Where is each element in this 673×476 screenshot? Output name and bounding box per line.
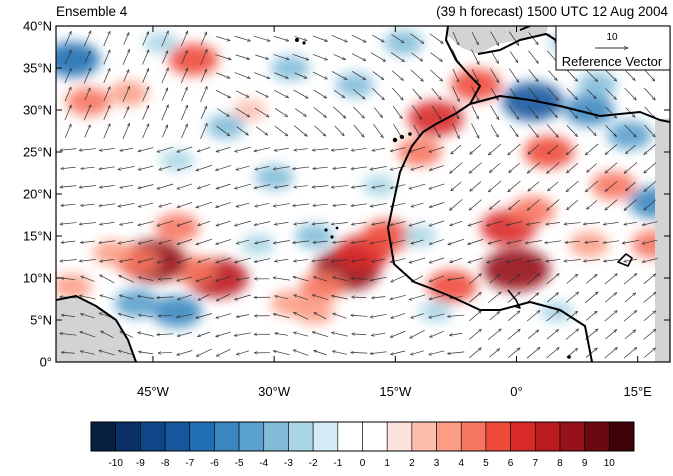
lon-tick-label: 15°W xyxy=(379,384,412,399)
colorbar-label: 0 xyxy=(360,458,366,469)
lat-tick-label: 40°N xyxy=(23,19,52,34)
colorbar-swatch xyxy=(91,422,116,451)
colorbar-swatch xyxy=(486,422,511,451)
positive-anomaly xyxy=(591,171,636,199)
positive-anomaly xyxy=(295,299,334,324)
colorbar-swatch xyxy=(338,422,363,451)
negative-anomaly xyxy=(115,289,160,317)
negative-anomaly xyxy=(362,175,396,196)
island-cape-verde-3 xyxy=(336,227,339,230)
positive-anomaly xyxy=(300,272,345,300)
plot-title-right: (39 h forecast) 1500 UTC 12 Aug 2004 xyxy=(436,4,668,19)
colorbar-swatch xyxy=(560,422,585,451)
negative-anomaly xyxy=(144,32,178,53)
lat-tick-label: 30°N xyxy=(23,103,52,118)
lat-tick-label: 10°N xyxy=(23,271,52,286)
island-canaries-1 xyxy=(393,138,397,142)
positive-anomaly xyxy=(524,136,574,168)
colorbar-label: -1 xyxy=(333,458,342,469)
lon-tick-label: 15°E xyxy=(624,384,653,399)
island-cape-verde-1 xyxy=(324,228,327,231)
positive-anomaly xyxy=(168,44,218,76)
colorbar-label: -3 xyxy=(284,458,293,469)
colorbar-label: 4 xyxy=(458,458,464,469)
colorbar-label: 8 xyxy=(557,458,563,469)
negative-anomaly xyxy=(44,42,100,78)
colorbar-label: -2 xyxy=(309,458,318,469)
colorbar-swatch xyxy=(313,422,338,451)
plot-title-left: Ensemble 4 xyxy=(56,4,128,19)
colorbar-swatch xyxy=(264,422,289,451)
colorbar-label: 1 xyxy=(384,458,390,469)
colorbar-label: -7 xyxy=(185,458,194,469)
colorbar-swatch xyxy=(387,422,412,451)
lon-tick-label: 45°W xyxy=(137,384,170,399)
lat-tick-label: 20°N xyxy=(23,187,52,202)
lon-tick-label: 0° xyxy=(510,384,522,399)
colorbar-swatch xyxy=(140,422,165,451)
lat-tick-label: 5°N xyxy=(30,313,52,328)
reference-vector-value: 10 xyxy=(606,32,618,43)
positive-anomaly xyxy=(93,240,132,265)
negative-anomaly xyxy=(384,30,423,55)
colorbar-swatch xyxy=(609,422,634,451)
colorbar-swatch xyxy=(585,422,610,451)
island-sao-tome xyxy=(567,355,571,359)
negative-anomaly xyxy=(502,82,563,121)
island-azores-2 xyxy=(302,41,305,44)
colorbar-label: -6 xyxy=(210,458,219,469)
negative-anomaly xyxy=(335,72,374,97)
colorbar-swatch xyxy=(363,422,388,451)
negative-anomaly xyxy=(607,121,652,149)
negative-anomaly xyxy=(206,114,245,139)
colorbar-label: 3 xyxy=(434,458,440,469)
lat-tick-label: 0° xyxy=(40,355,52,370)
positive-anomaly xyxy=(408,101,464,137)
colorbar-label: -8 xyxy=(161,458,170,469)
colorbar-swatch xyxy=(239,422,264,451)
negative-anomaly xyxy=(419,301,453,322)
colorbar-swatch xyxy=(288,422,313,451)
negative-anomaly xyxy=(241,234,275,255)
positive-anomaly xyxy=(570,232,609,257)
colorbar-swatch xyxy=(437,422,462,451)
colorbar-label: -10 xyxy=(108,458,123,469)
island-cape-verde-2 xyxy=(330,235,333,238)
colorbar-label: 6 xyxy=(508,458,514,469)
lon-tick-label: 30°W xyxy=(258,384,291,399)
map-panel: 40°N 35°N 30°N 25°N 20°N 15°N 10°N 5°N 0° 45°W 30… xyxy=(23,19,673,400)
colorbar-swatch xyxy=(190,422,215,451)
reference-vector-box: 10 Reference Vector xyxy=(556,26,670,70)
colorbar-swatch xyxy=(116,422,141,451)
colorbar-label: 10 xyxy=(604,458,616,469)
positive-anomaly xyxy=(510,197,555,225)
reference-vector-label: Reference Vector xyxy=(562,54,663,69)
colorbar-label: 2 xyxy=(409,458,415,469)
colorbar-label: 5 xyxy=(483,458,489,469)
colorbar-swatch xyxy=(461,422,486,451)
positive-anomaly xyxy=(155,213,200,241)
colorbar-swatch xyxy=(535,422,560,451)
island-canaries-2 xyxy=(400,135,404,139)
island-azores-1 xyxy=(295,38,299,42)
lat-tick-label: 15°N xyxy=(23,229,52,244)
colorbar-swatch xyxy=(511,422,536,451)
colorbar-swatch xyxy=(165,422,190,451)
colorbar-label: -9 xyxy=(136,458,145,469)
lat-tick-label: 25°N xyxy=(23,145,52,160)
colorbar-swatch xyxy=(412,422,437,451)
colorbar-swatch xyxy=(214,422,239,451)
positive-anomaly xyxy=(109,81,148,106)
colorbar-label: 9 xyxy=(582,458,588,469)
positive-anomaly xyxy=(483,248,550,291)
colorbar-label: -5 xyxy=(235,458,244,469)
colorbar-label: 7 xyxy=(532,458,538,469)
negative-anomaly xyxy=(152,296,202,328)
lat-tick-label: 35°N xyxy=(23,61,52,76)
colorbar-label: -4 xyxy=(259,458,268,469)
negative-anomaly xyxy=(295,224,334,249)
island-canaries-3 xyxy=(408,132,412,136)
